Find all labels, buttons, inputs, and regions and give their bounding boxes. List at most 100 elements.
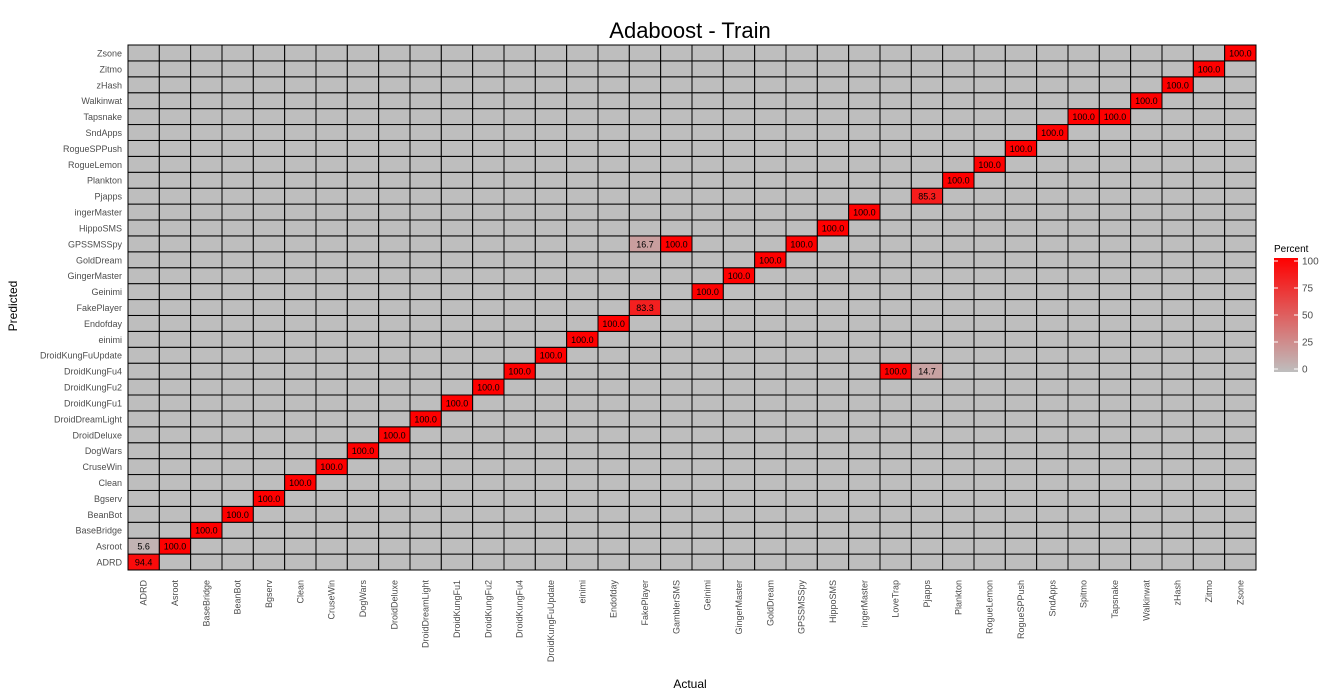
- heatmap-cell: [597, 139, 630, 157]
- heatmap-cell: [190, 235, 223, 253]
- heatmap-cell: [660, 155, 693, 173]
- heatmap-cell: [1192, 283, 1226, 301]
- heatmap-cell: [1067, 44, 1100, 62]
- heatmap-cell: [566, 553, 599, 571]
- heatmap-cell: [879, 235, 912, 253]
- cell-value-label: 100.0: [1010, 144, 1033, 154]
- heatmap-cell: [503, 219, 536, 237]
- heatmap-cell: [1036, 251, 1069, 269]
- heatmap-cell: [346, 426, 380, 444]
- heatmap-cell: [660, 346, 693, 364]
- heatmap-cell: [409, 458, 442, 476]
- heatmap-cell: [722, 124, 756, 141]
- heatmap-cell: [722, 394, 756, 412]
- heatmap-cell: [440, 219, 474, 237]
- x-tick-label: RogueLemon: [985, 580, 995, 634]
- heatmap-cell: [1161, 410, 1194, 428]
- heatmap-cell: [1224, 60, 1257, 78]
- heatmap-cell: [378, 537, 411, 555]
- heatmap-cell: [252, 505, 286, 523]
- heatmap-cell: [378, 267, 411, 285]
- heatmap-cell: [1130, 76, 1163, 94]
- heatmap-cell: [252, 60, 286, 78]
- cell-value-label: 100.0: [1166, 80, 1189, 90]
- heatmap-cell: [1224, 139, 1257, 157]
- heatmap-cell: [1004, 219, 1038, 237]
- heatmap-cell: [252, 362, 286, 380]
- heatmap-cell: [315, 474, 348, 491]
- heatmap-cell: [221, 267, 254, 285]
- heatmap-cell: [1067, 314, 1100, 332]
- heatmap-cell: [691, 505, 724, 523]
- heatmap-cell: [785, 187, 818, 205]
- heatmap-cell: [597, 362, 630, 380]
- heatmap-cell: [315, 489, 348, 507]
- heatmap-cell: [158, 378, 192, 396]
- heatmap-cell: [848, 124, 881, 141]
- heatmap-cell: [973, 474, 1006, 491]
- heatmap-cell: [691, 108, 724, 126]
- heatmap-cell: [1161, 474, 1194, 491]
- heatmap-cell: [1224, 219, 1257, 237]
- heatmap-cell: [440, 76, 474, 94]
- heatmap-cell: [973, 299, 1006, 316]
- heatmap-cell: [691, 330, 724, 348]
- heatmap-cell: [503, 171, 536, 189]
- heatmap-cell: [284, 394, 317, 412]
- heatmap-cell: [754, 426, 787, 444]
- heatmap-cell: [848, 219, 881, 237]
- heatmap-cell: [127, 44, 160, 62]
- heatmap-cell: [127, 521, 160, 539]
- heatmap-cell: [1224, 330, 1257, 348]
- y-tick-label: Plankton: [87, 176, 122, 186]
- heatmap-cell: [315, 187, 348, 205]
- cell-value-label: 100.0: [1072, 112, 1095, 122]
- heatmap-cell: [879, 219, 912, 237]
- heatmap-cell: [1004, 521, 1038, 539]
- heatmap-cell: [1130, 474, 1163, 491]
- heatmap-cell: [472, 299, 505, 316]
- heatmap-cell: [221, 553, 254, 571]
- y-tick-label: DroidKungFu4: [64, 367, 122, 377]
- heatmap-cell: [691, 410, 724, 428]
- cell-value-label: 100.0: [164, 542, 187, 552]
- heatmap-cell: [785, 330, 818, 348]
- heatmap-cell: [190, 44, 223, 62]
- heatmap-cell: [1067, 346, 1100, 364]
- heatmap-cell: [409, 346, 442, 364]
- heatmap-cell: [1036, 394, 1069, 412]
- heatmap-cell: [942, 108, 975, 126]
- heatmap-cell: [1130, 299, 1163, 316]
- heatmap-cell: [284, 60, 317, 78]
- heatmap-cell: [1004, 410, 1038, 428]
- cell-value-label: 100.0: [1135, 96, 1158, 106]
- heatmap-cell: [879, 410, 912, 428]
- heatmap-cell: [221, 521, 254, 539]
- y-axis-label: Predicted: [6, 281, 20, 332]
- x-tick-label: BaseBridge: [201, 580, 211, 627]
- heatmap-cell: [691, 362, 724, 380]
- heatmap-cell: [785, 92, 818, 110]
- heatmap-cell: [973, 267, 1006, 285]
- heatmap-cell: [346, 44, 380, 62]
- heatmap-cell: [534, 124, 568, 141]
- heatmap-cell: [1036, 410, 1069, 428]
- heatmap-cell: [472, 171, 505, 189]
- heatmap-cell: [1224, 426, 1257, 444]
- heatmap-cell: [691, 537, 724, 555]
- heatmap-cell: [409, 442, 442, 460]
- heatmap-cell: [848, 330, 881, 348]
- heatmap-cell: [158, 474, 192, 491]
- x-tick-label: RogueSPPush: [1016, 580, 1026, 639]
- heatmap-cell: [722, 44, 756, 62]
- heatmap-cell: [942, 283, 975, 301]
- heatmap-cell: [221, 362, 254, 380]
- heatmap-cell: [848, 155, 881, 173]
- heatmap-cell: [190, 60, 223, 78]
- heatmap-cell: [440, 171, 474, 189]
- heatmap-cell: [346, 108, 380, 126]
- heatmap-cell: [252, 76, 286, 94]
- heatmap-cell: [1130, 187, 1163, 205]
- x-tick-label: Asroot: [170, 580, 180, 607]
- heatmap-cell: [1004, 362, 1038, 380]
